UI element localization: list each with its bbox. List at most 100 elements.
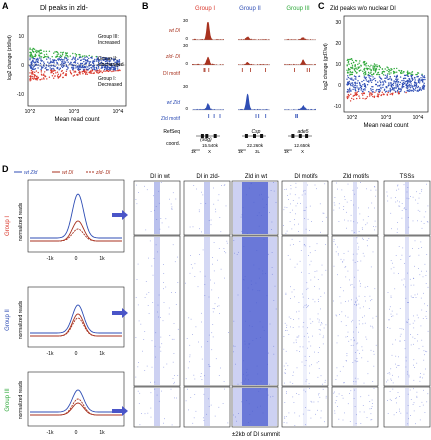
- scatter-point: [374, 64, 376, 66]
- heatmap-speckle: [362, 237, 363, 239]
- profile-curve: [30, 193, 122, 239]
- heatmap-speckle: [169, 198, 170, 200]
- heatmap-speckle: [146, 189, 148, 191]
- heatmap-speckle: [343, 259, 345, 261]
- heatmap-speckle: [148, 292, 150, 293]
- scatter-point: [70, 72, 72, 75]
- scatter-point: [77, 65, 79, 68]
- heatmap-speckle: [315, 413, 316, 415]
- heatmap-speckle: [353, 381, 355, 382]
- scatter-point: [86, 69, 88, 72]
- scatter-point: [359, 97, 361, 99]
- heatmap-speckle: [249, 343, 250, 345]
- heatmap-speckle: [319, 203, 321, 205]
- heatmap-speckle: [154, 381, 156, 383]
- heatmap-band: [405, 182, 409, 234]
- scatter-point: [363, 72, 365, 75]
- heatmap-speckle: [417, 340, 418, 342]
- scatter-point: [364, 67, 366, 70]
- heatmap-speckle: [152, 302, 154, 303]
- heatmap-speckle: [353, 331, 354, 333]
- heatmap-speckle: [404, 207, 405, 209]
- scatter-point: [354, 78, 356, 80]
- scatter-point: [58, 57, 60, 60]
- heatmap-speckle: [344, 196, 345, 198]
- scatter-point: [91, 70, 94, 72]
- heatmap-speckle: [203, 417, 204, 419]
- scatter-point: [54, 51, 56, 53]
- heatmap-speckle: [310, 345, 312, 347]
- heatmap-grid: [133, 180, 431, 428]
- heatmap-speckle: [217, 199, 219, 201]
- heatmap-speckle: [208, 296, 210, 298]
- heatmap-speckle: [298, 335, 300, 337]
- heatmap-speckle: [398, 376, 399, 378]
- scatter-point: [29, 65, 31, 67]
- heatmap-speckle: [163, 422, 164, 424]
- scatter-point: [92, 65, 94, 67]
- scatter-point: [33, 74, 36, 76]
- scatter-point: [424, 78, 426, 81]
- heatmap-speckle: [418, 348, 420, 350]
- scatter-point: [422, 79, 424, 82]
- heatmap-speckle: [295, 341, 297, 343]
- heatmap-speckle: [341, 189, 343, 191]
- heatmap-speckle: [396, 402, 397, 404]
- heatmap-speckle: [419, 380, 421, 382]
- heatmap-speckle: [288, 316, 290, 318]
- heatmap-speckle: [262, 273, 264, 275]
- heatmap-speckle: [399, 308, 401, 309]
- scatter-point: [387, 73, 389, 75]
- scatter-point: [420, 79, 423, 82]
- scatter-point: [365, 63, 367, 65]
- heatmap-speckle: [274, 285, 276, 287]
- heatmap-speckle: [218, 297, 219, 299]
- heatmap-speckle: [263, 330, 265, 331]
- scatter-point: [376, 88, 378, 91]
- heatmap-speckle: [209, 366, 211, 367]
- scatter-point: [382, 84, 384, 86]
- heatmap-speckle: [390, 400, 392, 401]
- heatmap-speckle: [289, 212, 291, 213]
- scatter-point: [45, 50, 48, 52]
- panel-a-letter: A: [2, 1, 9, 11]
- heatmap-speckle: [241, 214, 243, 216]
- scatter-point: [408, 85, 410, 87]
- heatmap-speckle: [410, 196, 411, 197]
- scatter-point: [357, 90, 360, 93]
- scatter-point: [347, 93, 350, 96]
- scatter-point: [36, 61, 39, 63]
- scatter-point: [350, 78, 352, 81]
- scatter-point: [40, 56, 42, 58]
- scatter-point: [407, 75, 410, 78]
- arrow-group1: [112, 210, 128, 220]
- heatmap-speckle: [371, 299, 373, 300]
- scatter-point: [83, 66, 85, 69]
- scatter-point: [33, 77, 35, 79]
- scatter-point: [367, 71, 370, 74]
- heatmap-speckle: [302, 413, 304, 415]
- scatter-point: [119, 69, 121, 72]
- profile-curve: [30, 402, 122, 416]
- heatmap-speckle: [367, 373, 369, 375]
- profile-curves: [30, 193, 122, 416]
- scatter-point: [358, 62, 360, 64]
- scatter-point: [423, 82, 425, 85]
- heatmap-speckle: [353, 398, 355, 399]
- scatter-point: [406, 88, 409, 90]
- heatmap-speckle: [153, 195, 154, 197]
- heatmap-speckle: [370, 300, 371, 302]
- gene-exon: [298, 134, 302, 138]
- scatter-point: [62, 59, 64, 61]
- heatmap-speckle: [309, 365, 311, 367]
- scatter-point: [360, 86, 363, 88]
- heatmap-speckle: [290, 298, 291, 299]
- heatmap-speckle: [292, 209, 293, 211]
- scatter-point: [365, 97, 368, 100]
- scatter-point: [377, 93, 379, 95]
- heatmap-speckle: [214, 282, 215, 284]
- heatmap-speckle: [185, 282, 186, 284]
- heatmap-speckle: [175, 292, 176, 293]
- scatter-point: [112, 65, 114, 67]
- heatmap-speckle: [375, 189, 377, 191]
